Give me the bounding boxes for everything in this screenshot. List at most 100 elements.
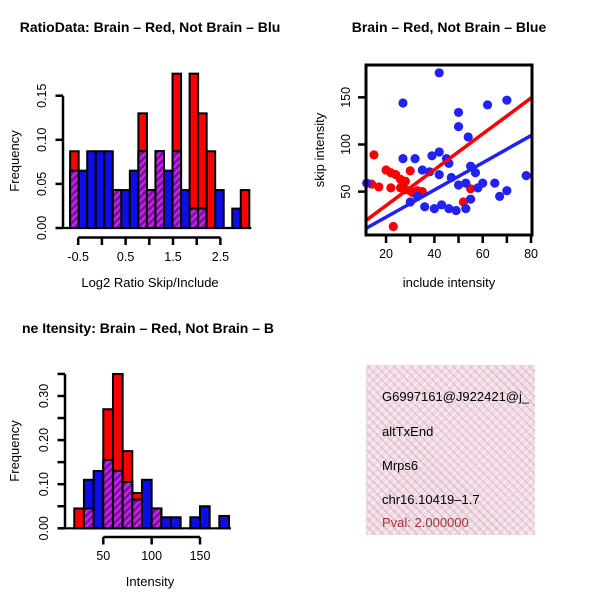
gene-info-box: G6997161@J922421@j_ altTxEnd Mrps6 chr16… <box>366 365 535 535</box>
data-point <box>398 154 408 164</box>
data-point <box>405 166 415 176</box>
hist-bar-blue <box>162 169 174 229</box>
data-point <box>466 194 476 204</box>
hist-bar-blue <box>189 516 202 530</box>
chart-title: Brain – Red, Not Brain – Blue <box>352 19 547 35</box>
hist-bar-overlap <box>150 507 163 530</box>
data-point <box>470 168 481 178</box>
hist-bar-overlap <box>171 150 183 230</box>
hist-bar-blue <box>92 469 105 530</box>
data-point <box>453 180 464 190</box>
ratio-histogram-panel: RatioData: Brain – Red, Not Brain – Blu 0… <box>7 19 281 290</box>
x-tick-label: 40 <box>427 247 441 261</box>
y-tick-label: 0.10 <box>37 472 51 496</box>
scatter-panel: Brain – Red, Not Brain – Blue 20 40 60 80 50 1… <box>312 19 547 290</box>
pval-text: Pval: 2.000000 <box>382 515 469 530</box>
hist-bar-overlap <box>69 169 80 229</box>
hist-bar-blue <box>120 189 131 230</box>
x-axis-title: Log2 Ratio Skip/Include <box>81 275 218 290</box>
data-point <box>434 170 444 180</box>
hist-bar-blue <box>169 516 182 530</box>
hist-bar-blue <box>128 169 140 229</box>
intensity-histogram-panel: ne Itensity: Brain – Red, Not Brain – B 0… <box>7 320 274 589</box>
x-tick-label: 20 <box>379 247 393 261</box>
y-tick-label: 0.05 <box>35 172 49 196</box>
hist-bar-red <box>205 150 217 230</box>
hist-bar-red <box>73 507 85 530</box>
hist-bar-blue <box>180 189 191 230</box>
data-point <box>434 68 444 78</box>
data-point <box>451 205 461 216</box>
y-tick-label: 0.20 <box>37 428 51 452</box>
chart-title: RatioData: Brain – Red, Not Brain – Blu <box>20 19 281 35</box>
x-tick-label: 2.5 <box>212 250 229 264</box>
data-point <box>495 191 505 201</box>
hist-bar-overlap <box>102 458 114 530</box>
hist-bar-overlap <box>188 207 200 229</box>
data-point <box>400 176 410 186</box>
y-tick-label: 0.10 <box>35 128 49 152</box>
hist-bar-overlap <box>197 207 208 229</box>
data-point <box>417 165 427 175</box>
data-point <box>444 203 454 214</box>
data-point <box>386 183 396 193</box>
hist-bar-blue <box>214 189 225 230</box>
hist-bar-blue <box>86 150 97 230</box>
regression-line <box>365 95 534 222</box>
regression-line <box>365 133 533 230</box>
plot-box <box>364 63 534 237</box>
y-tick-label: 0.15 <box>35 83 49 107</box>
chart-title: ne Itensity: Brain – Red, Not Brain – B <box>22 320 274 336</box>
hist-bar-overlap <box>82 507 95 530</box>
hist-bar-red <box>188 72 200 230</box>
data-point <box>434 147 444 157</box>
data-point <box>490 178 500 188</box>
data-point <box>502 95 512 105</box>
hist-bar-overlap <box>111 189 123 230</box>
hist-bar-overlap <box>137 150 148 230</box>
x-tick-label: 1.5 <box>164 250 181 264</box>
data-point <box>453 121 464 132</box>
hist-bar-overlap <box>111 469 124 530</box>
data-point <box>482 100 493 110</box>
y-axis-title: Frequency <box>7 130 22 192</box>
hist-bar-blue <box>77 169 89 229</box>
data-point <box>473 183 483 193</box>
data-point <box>453 107 464 118</box>
hist-bar-blue <box>218 514 231 530</box>
data-point <box>398 98 408 108</box>
y-tick-label: 150 <box>339 87 353 108</box>
hist-bar-overlap <box>154 150 165 230</box>
data-point <box>463 132 473 142</box>
x-tick-label: 60 <box>476 247 490 261</box>
data-point <box>437 200 447 210</box>
hist-bar-overlap <box>121 480 134 530</box>
hist-bar-overlap <box>131 498 143 530</box>
data-point <box>410 154 420 164</box>
event-type-text: altTxEnd <box>382 424 434 439</box>
y-axis-title: skip intensity <box>312 112 327 187</box>
data-point <box>521 170 531 181</box>
x-axis-title: include intensity <box>403 275 496 290</box>
hist-bar-blue <box>140 478 153 530</box>
data-point <box>461 178 471 188</box>
data-point <box>388 221 398 232</box>
gene-name-text: Mrps6 <box>382 458 419 473</box>
gene-id-text: G6997161@J922421@j_ <box>382 389 530 404</box>
locus-text: chr16.10419–1.7 <box>382 492 480 507</box>
x-axis-title: Intensity <box>126 574 175 589</box>
x-tick-label: -0.5 <box>67 250 89 264</box>
data-point <box>461 203 471 214</box>
y-axis-title: Frequency <box>7 420 22 482</box>
y-tick-label: 50 <box>339 185 353 199</box>
data-point <box>427 151 437 161</box>
data-point <box>429 203 439 214</box>
hist-bar-blue <box>199 505 211 530</box>
x-tick-label: 100 <box>141 549 162 563</box>
hist-bar-blue <box>103 150 114 230</box>
y-tick-label: 100 <box>339 134 353 155</box>
data-point <box>420 202 430 212</box>
hist-bar-overlap <box>145 189 157 230</box>
x-tick-label: 50 <box>96 549 110 563</box>
